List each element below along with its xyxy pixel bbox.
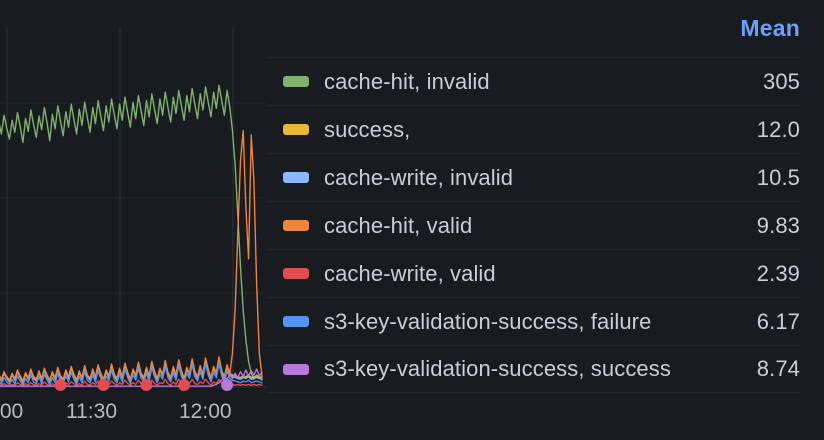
legend-item[interactable]: cache-hit, invalid 305 [266,57,800,105]
annotation-marker[interactable] [221,379,234,391]
series-color-swatch-cell[interactable] [266,363,324,375]
legend-table[interactable]: Mean cache-hit, invalid 305 success, 12.… [266,0,824,440]
series-line [0,362,263,386]
series-mean-value: 305 [762,68,800,94]
series-mean-value: 6.17 [756,308,800,334]
legend-column-header-mean[interactable]: Mean [740,15,800,41]
series-color-swatch-cell[interactable] [266,76,324,87]
annotation-marker[interactable] [140,379,153,391]
annotation-marker[interactable] [54,379,67,391]
legend-item[interactable]: cache-hit, valid 9.83 [266,201,800,249]
annotation-marker[interactable] [178,379,191,391]
series-paths [0,84,263,387]
annotation-markers[interactable] [54,379,234,391]
series-color-swatch[interactable] [283,316,309,327]
series-color-swatch-cell[interactable] [266,268,324,279]
series-mean-value: 10.5 [756,164,800,190]
annotation-marker[interactable] [97,379,110,391]
plot-canvas[interactable] [0,0,266,440]
x-axis: :00 11:30 12:00 [0,394,266,440]
series-color-swatch-cell[interactable] [266,124,324,135]
series-color-swatch-cell[interactable] [266,172,324,183]
legend-item[interactable]: cache-write, valid 2.39 [266,249,800,297]
plot-svg [0,28,266,391]
series-color-swatch[interactable] [283,363,309,375]
grid-lines [0,28,266,388]
legend-item[interactable]: s3-key-validation-success, success 8.74 [266,345,800,393]
series-label[interactable]: s3-key-validation-success, success [324,356,671,381]
legend-item[interactable]: s3-key-validation-success, failure 6.17 [266,297,800,345]
series-mean-value: 2.39 [756,260,800,286]
series-label[interactable]: cache-hit, invalid [324,68,490,94]
x-tick-label: 11:30 [66,400,117,423]
series-line [0,84,263,381]
series-color-swatch[interactable] [283,220,309,231]
legend-item[interactable]: cache-write, invalid 10.5 [266,153,800,201]
series-color-swatch[interactable] [283,124,309,135]
series-color-swatch[interactable] [283,76,309,87]
legend-item[interactable]: success, 12.0 [266,105,800,153]
series-label[interactable]: cache-hit, valid [324,212,473,238]
legend-header-row: Mean [266,0,800,57]
series-label[interactable]: success, [324,116,411,142]
series-mean-value: 12.0 [756,116,800,142]
series-line [0,129,263,383]
series-label[interactable]: cache-write, valid [324,260,496,286]
series-mean-value: 8.74 [756,356,800,381]
series-label[interactable]: cache-write, invalid [324,164,514,190]
series-mean-value: 9.83 [756,212,800,238]
series-color-swatch[interactable] [283,172,309,183]
series-color-swatch-cell[interactable] [266,220,324,231]
series-line [0,368,263,387]
series-color-swatch[interactable] [283,268,309,279]
series-label[interactable]: s3-key-validation-success, failure [324,308,652,334]
x-tick-label: :00 [0,400,24,423]
x-tick-label: 12:00 [179,400,232,423]
series-line [0,378,263,387]
series-color-swatch-cell[interactable] [266,316,324,327]
chart-area[interactable]: :00 11:30 12:00 [0,0,266,440]
